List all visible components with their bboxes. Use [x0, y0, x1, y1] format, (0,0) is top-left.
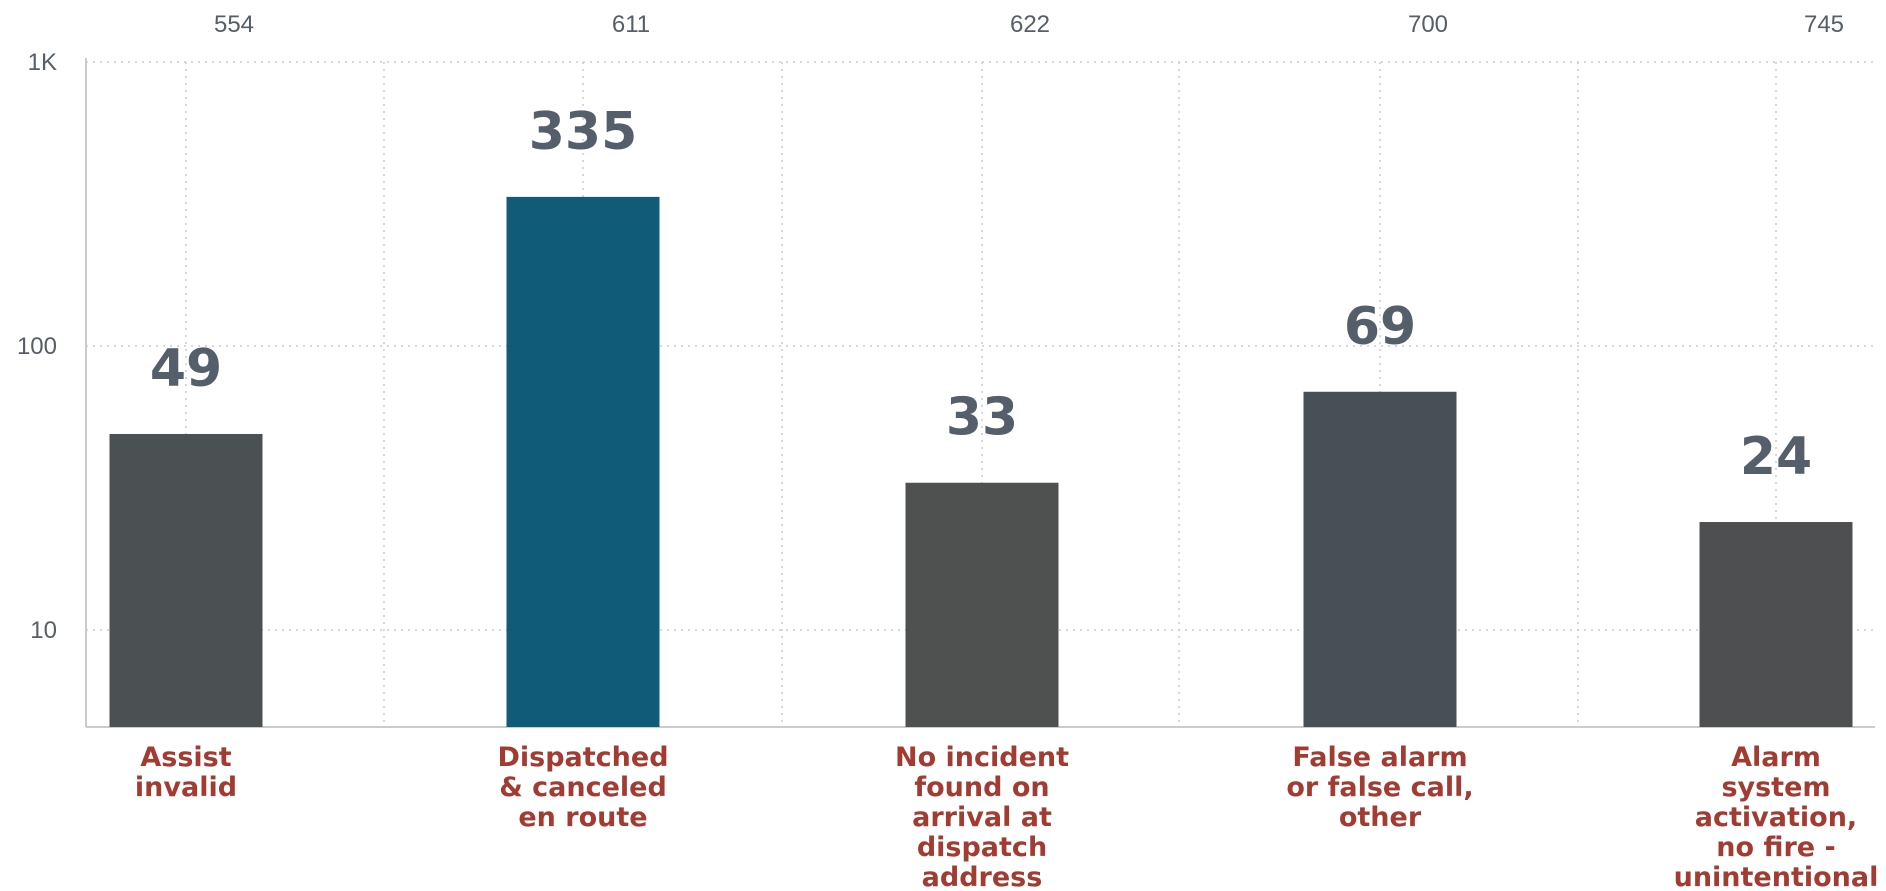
- data-label: 33: [946, 388, 1018, 448]
- x-tick-label: Alarm system activation, no fire -unintenti…: [1674, 742, 1879, 891]
- bars: [109, 196, 1853, 727]
- bar: [506, 196, 660, 727]
- top-tick-label: 745: [1804, 11, 1844, 38]
- data-label: 49: [150, 339, 222, 399]
- bar: [109, 433, 263, 727]
- x-tick-label: Dispatched & canceled en route: [497, 742, 668, 833]
- labels: 10 100 1K 554 49 Assist invalid 611 335 Dispatche…: [17, 11, 1878, 891]
- top-tick-label: 611: [612, 11, 650, 38]
- x-tick-label: Assist invalid: [135, 742, 237, 803]
- data-label: 24: [1740, 427, 1812, 487]
- x-tick-label: False alarm or false call, other: [1286, 742, 1473, 833]
- bar: [1303, 391, 1457, 727]
- x-tick-label: No incident found on arrival at dispatch add…: [895, 742, 1069, 891]
- top-tick-label: 554: [214, 11, 254, 38]
- data-label: 335: [529, 102, 638, 162]
- bar: [905, 482, 1059, 727]
- data-label: 69: [1344, 297, 1416, 357]
- y-tick-label: 10: [30, 617, 57, 644]
- y-tick-label: 1K: [28, 49, 57, 76]
- top-tick-label: 700: [1408, 11, 1448, 38]
- bar: [1699, 522, 1853, 727]
- top-tick-label: 622: [1010, 11, 1050, 38]
- y-tick-label: 100: [17, 333, 57, 360]
